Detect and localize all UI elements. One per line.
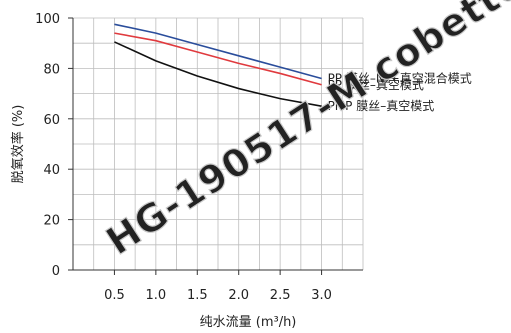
y-tick-label: 100 — [35, 12, 60, 27]
x-tick-label: 1.0 — [146, 288, 167, 303]
x-tick-labels: 0.5 1.0 1.5 2.0 2.5 3.0 — [104, 288, 332, 303]
y-tick-label: 60 — [43, 113, 60, 128]
y-axis-label: 脱氧效率 (%) — [10, 105, 26, 184]
x-tick-label: 2.0 — [228, 288, 249, 303]
series-label-1: PP 膜丝–N₂+真空混合模式 — [328, 70, 472, 85]
series-label-2: PP 膜丝–真空模式 — [328, 78, 424, 92]
x-tick-label: 0.5 — [104, 288, 125, 303]
series-line-2 — [114, 32, 322, 86]
series-line-1 — [114, 23, 322, 80]
y-tick-label: 80 — [43, 62, 60, 77]
x-tick-label: 2.5 — [270, 288, 291, 303]
series-label-3: PMP 膜丝–真空模式 — [328, 99, 435, 113]
x-tick-label: 1.5 — [187, 288, 208, 303]
y-tick-label: 0 — [52, 264, 60, 279]
series-line-3 — [114, 41, 322, 107]
x-tick-label: 3.0 — [311, 288, 332, 303]
y-tick-label: 20 — [43, 214, 60, 229]
x-axis-label: 纯水流量 (m³/h) — [200, 315, 297, 330]
axes — [68, 17, 363, 275]
grid-lines — [72, 17, 364, 271]
series-lines — [114, 23, 322, 107]
y-tick-labels: 0 20 40 60 80 100 — [35, 12, 60, 279]
y-tick-label: 40 — [43, 163, 60, 178]
